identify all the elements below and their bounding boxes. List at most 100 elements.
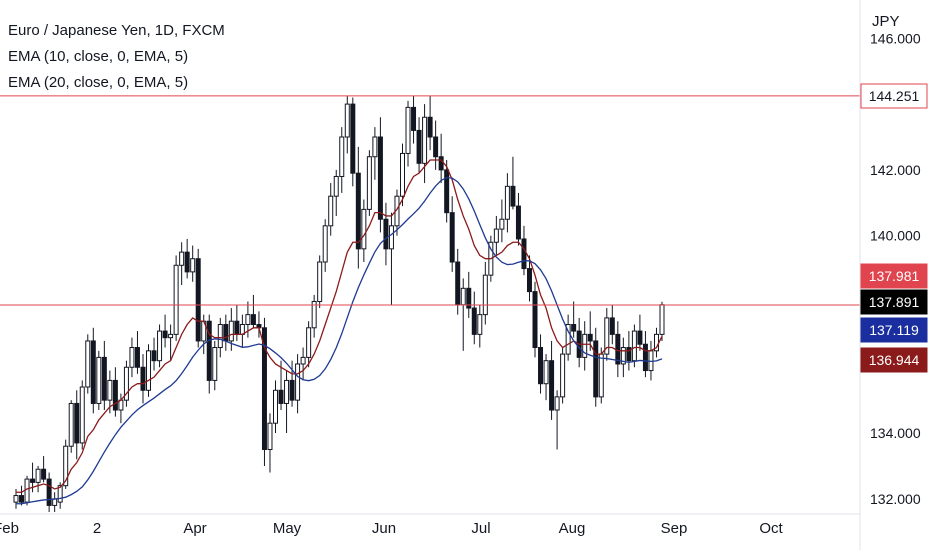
candle-body-down <box>510 185 516 207</box>
candle <box>101 340 107 411</box>
candle <box>383 202 389 266</box>
candle <box>300 347 306 381</box>
candle <box>438 133 444 184</box>
time-tick-label: 2 <box>93 520 101 537</box>
candle <box>510 156 516 210</box>
candle <box>273 380 279 434</box>
candle <box>609 304 615 345</box>
candle-body-down <box>261 327 267 450</box>
candle <box>521 225 527 276</box>
candle <box>405 100 411 167</box>
candle-body-down <box>538 347 544 385</box>
candle-body-up <box>146 350 152 391</box>
candle <box>576 317 582 368</box>
candle <box>41 456 47 483</box>
candle <box>466 271 472 318</box>
candle <box>85 334 91 394</box>
candle <box>278 360 284 411</box>
candle <box>333 169 339 216</box>
candle <box>631 324 637 368</box>
candle-body-up <box>300 356 306 365</box>
candle-body-up <box>372 136 378 158</box>
currency-label: JPY <box>872 13 900 30</box>
candle-body-down <box>609 317 615 335</box>
candle-body-up <box>79 386 85 444</box>
candle <box>90 327 96 414</box>
candle <box>339 127 345 193</box>
candle <box>201 314 207 355</box>
candle-body-up <box>493 228 499 243</box>
candle-body-down <box>626 347 632 362</box>
candle-body-down <box>19 495 25 503</box>
candle <box>250 294 256 328</box>
candle <box>19 485 25 506</box>
candle-body-down <box>433 136 439 158</box>
candle-body-down <box>427 116 433 138</box>
candle-body-up <box>322 225 328 263</box>
candle-body-up <box>422 116 428 164</box>
time-axis[interactable]: Feb 2 Apr May Jun Jul Aug Sep Oct <box>0 520 783 537</box>
time-tick-label: Feb <box>0 520 19 537</box>
candle <box>620 337 626 378</box>
candle <box>422 104 428 184</box>
candle <box>223 314 229 351</box>
candle <box>311 294 317 338</box>
price-label-bg <box>860 347 928 373</box>
candle-body-up <box>311 300 317 329</box>
candle-body-up <box>190 258 196 273</box>
candle <box>515 192 521 246</box>
candle-body-down <box>41 468 47 480</box>
time-tick-label: Apr <box>183 520 206 537</box>
candle-body-up <box>245 314 251 326</box>
time-tick-label: Jun <box>372 520 396 537</box>
candle <box>79 380 85 450</box>
candle <box>615 321 621 378</box>
candle <box>565 314 571 361</box>
candle <box>361 199 367 262</box>
candle-body-down <box>526 268 532 293</box>
candle <box>560 347 566 404</box>
candle-body-up <box>554 396 560 411</box>
candle-body-down <box>355 172 361 250</box>
candle-body-up <box>620 347 626 365</box>
candle-body-up <box>217 324 223 349</box>
candle-body-up <box>399 152 405 197</box>
candle <box>239 314 245 348</box>
candle-body-up <box>328 195 334 227</box>
candle <box>653 327 659 358</box>
candle-body-up <box>212 347 218 381</box>
candle <box>195 248 201 348</box>
candle <box>427 95 433 151</box>
price-tick-label: 146.000 <box>870 30 921 46</box>
candle <box>377 117 383 233</box>
candle-body-down <box>444 169 450 214</box>
candle-body-up <box>543 360 549 385</box>
candle <box>637 314 643 351</box>
candle <box>388 212 394 305</box>
candle <box>295 354 301 414</box>
candle <box>322 219 328 272</box>
candle-body-up <box>68 402 74 447</box>
candle-body-up <box>333 175 339 197</box>
candle <box>140 354 146 404</box>
price-tick-label: 132.000 <box>870 491 921 507</box>
candle <box>399 143 405 207</box>
candle-body-down <box>471 307 477 335</box>
candle <box>499 199 505 243</box>
candle <box>35 465 41 493</box>
candle-body-up <box>631 330 637 362</box>
price-label: 137.891 <box>860 289 928 315</box>
candle-body-down <box>162 330 168 339</box>
candle <box>162 314 168 348</box>
plot-area[interactable] <box>0 95 860 512</box>
candle-body-up <box>565 324 571 355</box>
candle-body-up <box>366 156 372 210</box>
ema-10-line <box>16 159 663 493</box>
candle-body-up <box>273 389 279 424</box>
candle-body-down <box>206 320 212 381</box>
candle-body-down <box>90 340 96 404</box>
candle-body-up <box>267 422 273 450</box>
candle <box>433 120 439 170</box>
